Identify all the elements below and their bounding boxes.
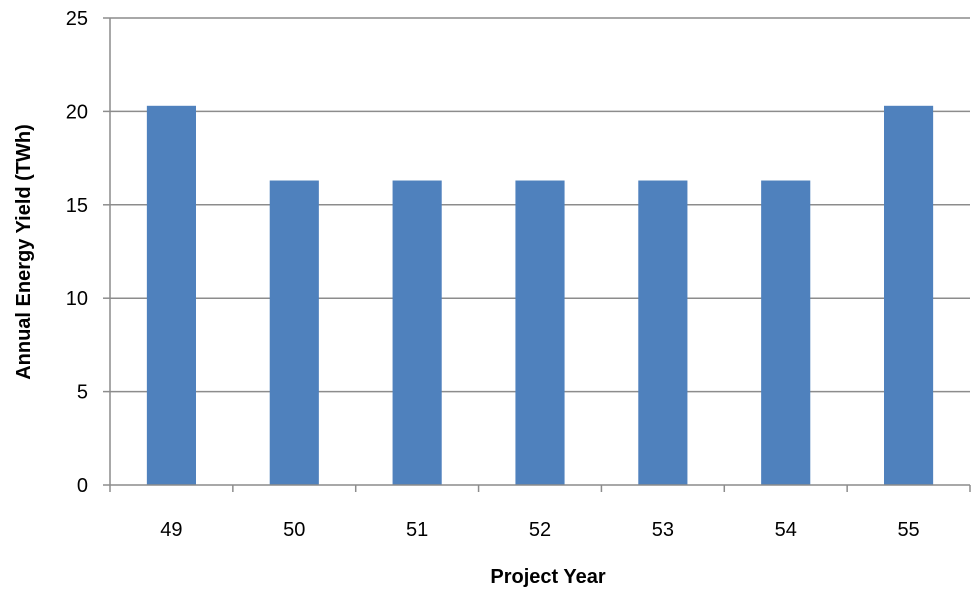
axes [103,17,971,492]
bar-51 [392,180,442,486]
bar-50 [269,180,319,486]
bar-52 [515,180,565,486]
tick-labels: 0 5 10 15 20 25 49 50 51 52 53 54 55 [66,8,920,541]
x-tick-label: 53 [652,519,674,541]
y-tick-label: 0 [77,475,88,497]
y-tick-label: 20 [66,101,88,123]
x-tick-label: 50 [283,519,305,541]
x-axis-title: Project Year [490,566,605,588]
y-tick-label: 25 [66,8,88,30]
y-tick-label: 5 [77,382,88,404]
bar-55 [884,105,934,486]
x-tick-label: 51 [406,519,428,541]
y-tick-label: 15 [66,195,88,217]
x-tick-label: 49 [160,519,182,541]
y-axis-title: Annual Energy Yield (TWh) [13,124,35,380]
x-tick-label: 55 [897,519,919,541]
x-tick-label: 54 [775,519,797,541]
bar-53 [638,180,688,486]
bars [146,105,934,486]
bar-49 [146,105,196,486]
y-tick-label: 10 [66,288,88,310]
x-tick-label: 52 [529,519,551,541]
bar-54 [761,180,811,486]
